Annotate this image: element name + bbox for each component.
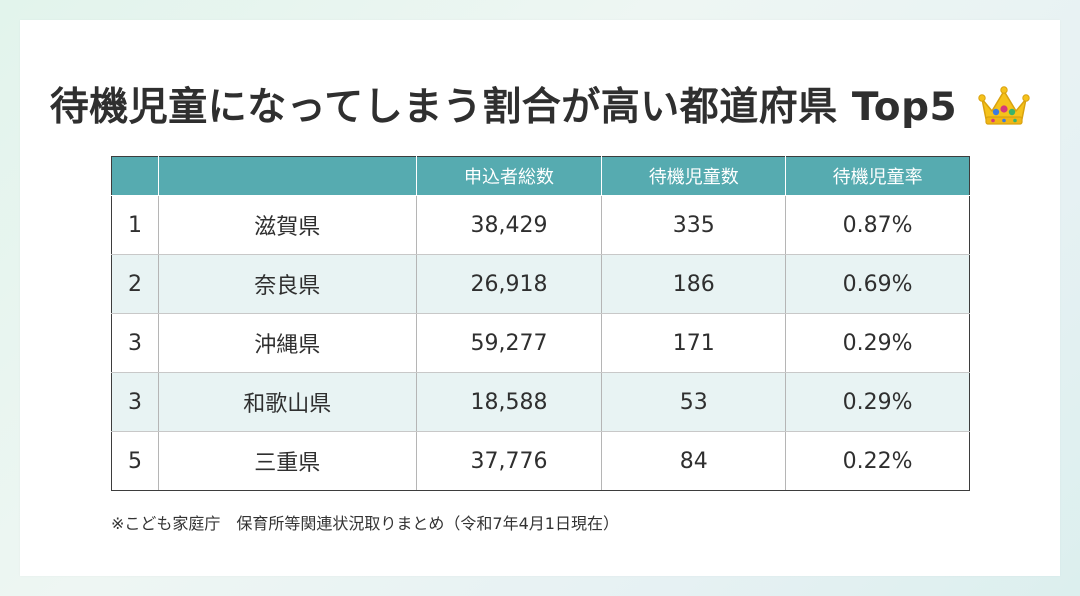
prefecture-cell: 三重県 bbox=[157, 431, 417, 491]
applicants-cell: 37,776 bbox=[415, 431, 603, 491]
waitlist-rate-cell: 0.87% bbox=[785, 195, 970, 255]
rank-cell: 2 bbox=[111, 254, 159, 314]
waitlisted-cell: 335 bbox=[601, 195, 787, 255]
table-row: 5 三重県 37,776 84 0.22% bbox=[111, 431, 970, 491]
waitlisted-cell: 53 bbox=[601, 372, 787, 432]
waitlist-rate-cell: 0.69% bbox=[785, 254, 970, 314]
prefecture-cell: 滋賀県 bbox=[157, 195, 417, 255]
rank-cell: 3 bbox=[111, 372, 159, 432]
prefecture-cell: 沖縄県 bbox=[157, 313, 417, 373]
waitlist-rate-cell: 0.29% bbox=[785, 313, 970, 373]
waitlist-rate-cell: 0.22% bbox=[785, 431, 970, 491]
table-header-row: 申込者総数 待機児童数 待機児童率 bbox=[111, 156, 970, 196]
applicants-cell: 26,918 bbox=[415, 254, 603, 314]
ranking-table: 申込者総数 待機児童数 待機児童率 1 滋賀県 38,429 335 0.87%… bbox=[111, 156, 970, 491]
table-row: 3 和歌山県 18,588 53 0.29% bbox=[111, 372, 970, 432]
source-footnote: ※こども家庭庁 保育所等関連状況取りまとめ（令和7年4月1日現在） bbox=[111, 514, 619, 533]
header-waitlist-rate: 待機児童率 bbox=[785, 156, 970, 196]
applicants-cell: 59,277 bbox=[415, 313, 603, 373]
header-applicants: 申込者総数 bbox=[415, 156, 603, 196]
waitlisted-cell: 186 bbox=[601, 254, 787, 314]
title-row: 待機児童になってしまう割合が高い都道府県 Top5 bbox=[20, 78, 1060, 138]
crown-icon bbox=[978, 85, 1030, 127]
rank-cell: 3 bbox=[111, 313, 159, 373]
content-card: 待機児童になってしまう割合が高い都道府県 Top5 bbox=[20, 20, 1060, 576]
page-title: 待機児童になってしまう割合が高い都道府県 Top5 bbox=[49, 85, 958, 130]
header-prefecture bbox=[157, 156, 417, 196]
prefecture-cell: 奈良県 bbox=[157, 254, 417, 314]
rank-cell: 5 bbox=[111, 431, 159, 491]
prefecture-cell: 和歌山県 bbox=[157, 372, 417, 432]
header-waitlisted: 待機児童数 bbox=[601, 156, 787, 196]
table-row: 2 奈良県 26,918 186 0.69% bbox=[111, 254, 970, 314]
table-row: 3 沖縄県 59,277 171 0.29% bbox=[111, 313, 970, 373]
waitlist-rate-cell: 0.29% bbox=[785, 372, 970, 432]
waitlisted-cell: 171 bbox=[601, 313, 787, 373]
applicants-cell: 18,588 bbox=[415, 372, 603, 432]
waitlisted-cell: 84 bbox=[601, 431, 787, 491]
table-row: 1 滋賀県 38,429 335 0.87% bbox=[111, 195, 970, 255]
header-rank bbox=[111, 156, 159, 196]
rank-cell: 1 bbox=[111, 195, 159, 255]
applicants-cell: 38,429 bbox=[415, 195, 603, 255]
